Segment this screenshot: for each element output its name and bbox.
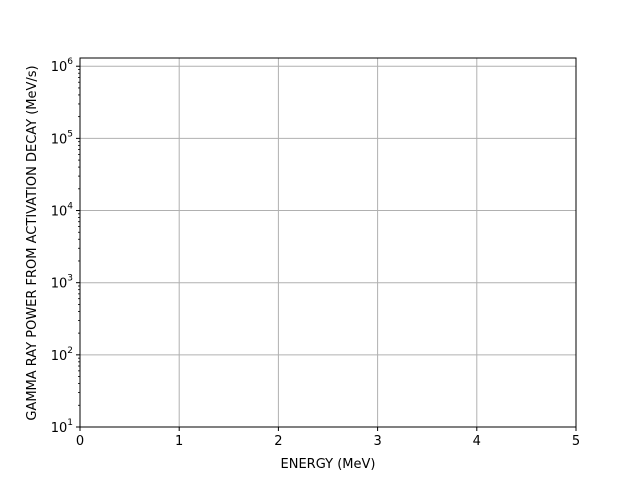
y-axis-label: GAMMA RAY POWER FROM ACTIVATION DECAY (M… [25, 65, 40, 420]
x-tick-label: 0 [76, 434, 84, 449]
y-tick-label: 101 [51, 418, 73, 436]
y-tick-labels: 101 102 103 104 105 106 [51, 57, 74, 436]
y-tick-label: 103 [51, 274, 73, 292]
major-ticks [76, 65, 577, 431]
x-tick-label: 3 [373, 434, 381, 449]
y-tick-label: 105 [51, 129, 73, 147]
x-tick-label: 4 [473, 434, 481, 449]
x-tick-labels: 0 1 2 3 4 5 [76, 434, 580, 449]
plot-area-frame [79, 57, 577, 428]
x-tick-label: 1 [175, 434, 183, 449]
y-tick-label: 106 [51, 57, 74, 75]
x-tick-label: 5 [572, 434, 580, 449]
y-tick-label: 104 [51, 202, 74, 220]
y-tick-label: 102 [51, 346, 73, 364]
x-tick-label: 2 [274, 434, 282, 449]
x-axis-label: ENERGY (MeV) [281, 457, 376, 472]
